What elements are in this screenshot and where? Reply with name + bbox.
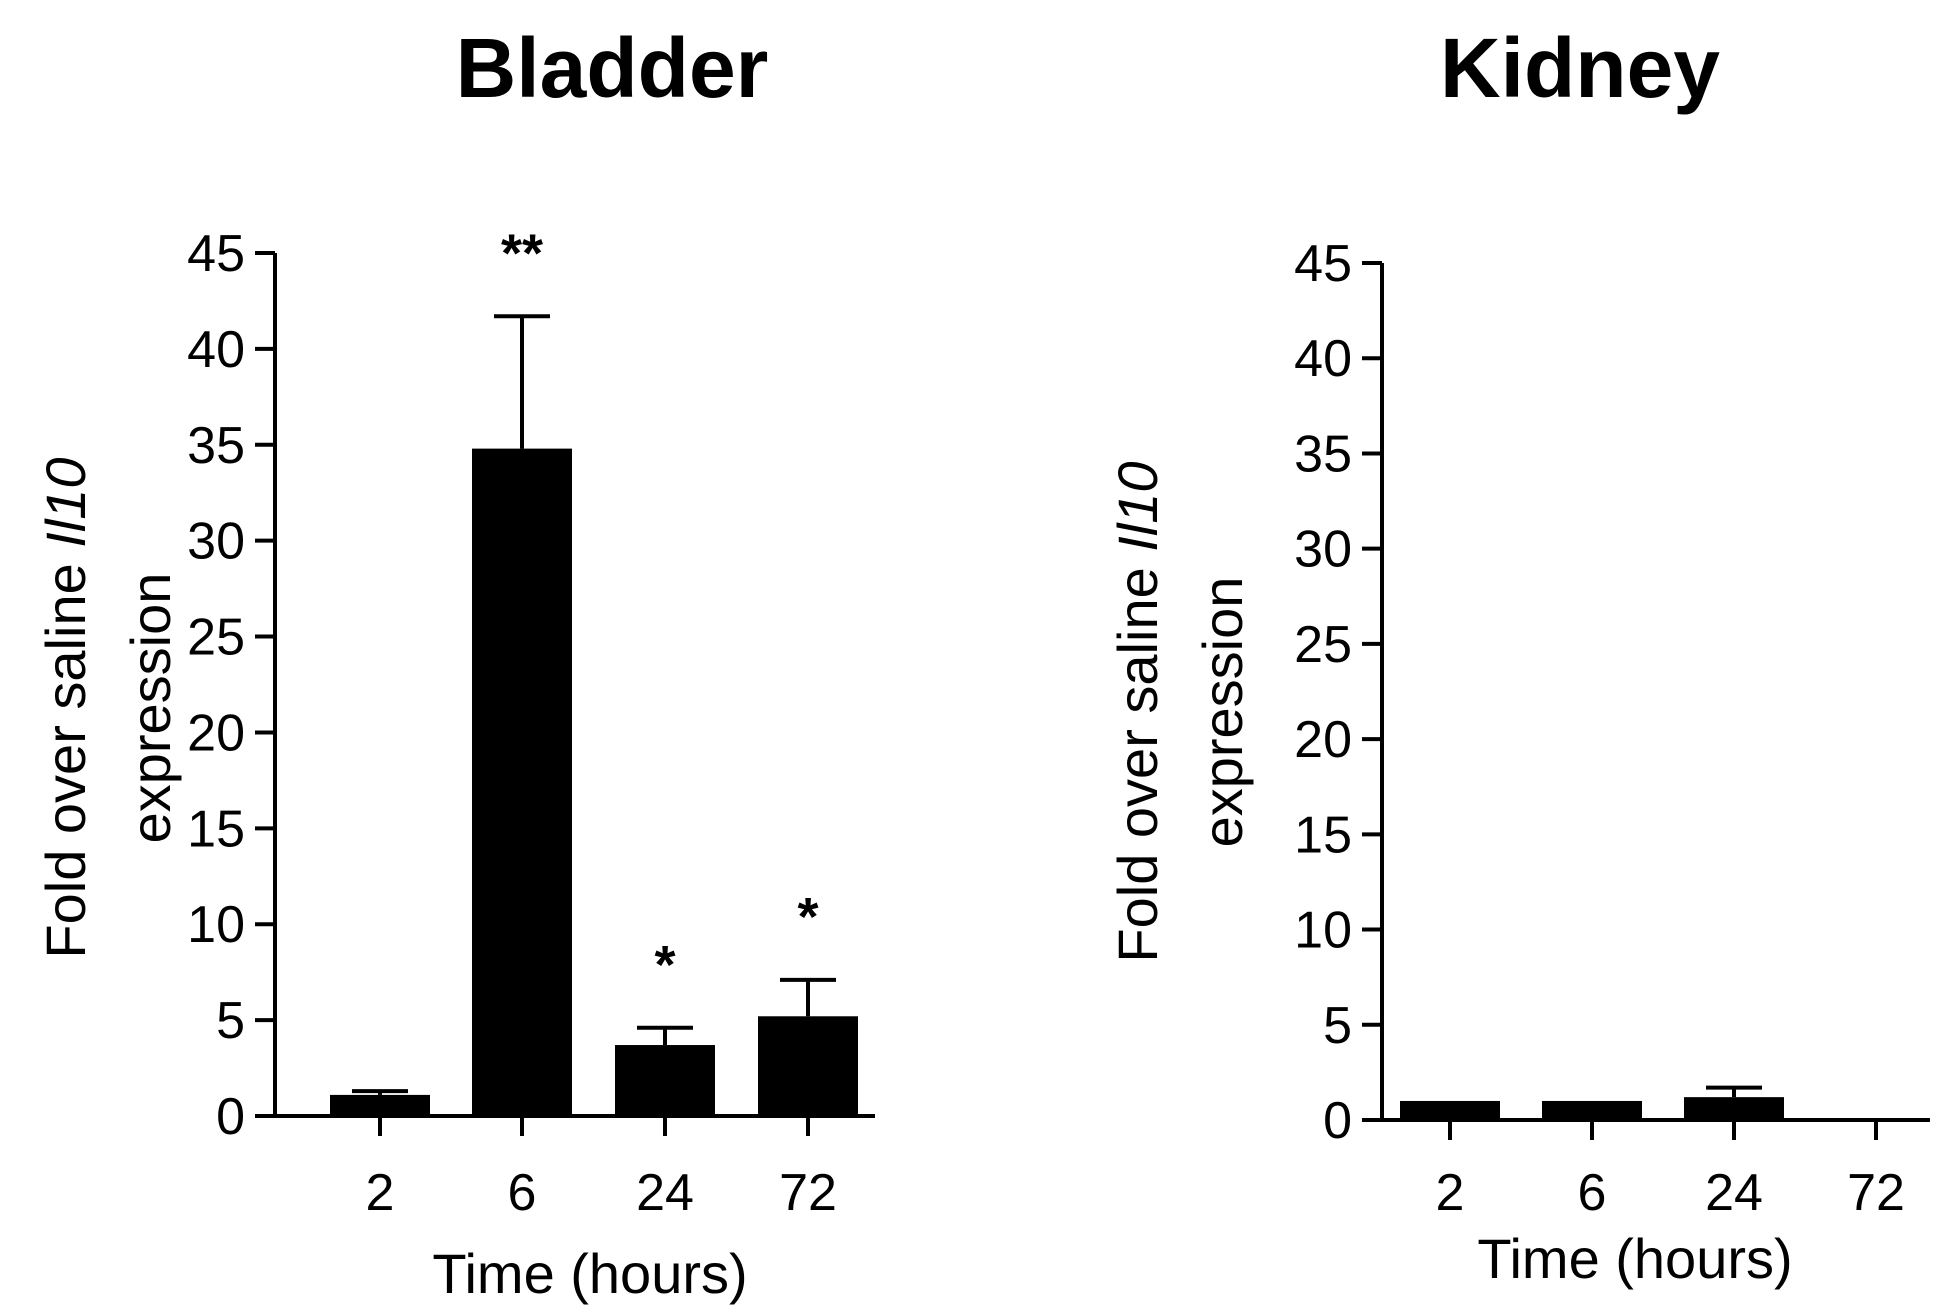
- kidney-x-label: Time (hours): [1477, 1227, 1792, 1290]
- kidney-x-tick-label-2: 2: [1436, 1164, 1465, 1222]
- bladder-y-label-gene: Il10: [34, 457, 97, 547]
- kidney-y-tick-label-5: 25: [1294, 616, 1352, 674]
- kidney-bar-72: [1826, 1118, 1926, 1120]
- kidney-y-tick-label-0: 0: [1323, 1092, 1352, 1150]
- kidney-y-tick-label-8: 40: [1294, 330, 1352, 388]
- bladder-y-tick-label-6: 30: [187, 513, 245, 571]
- bladder-y-label-prefix: Fold over saline: [34, 548, 97, 959]
- bladder-y-label-line2: expression: [119, 573, 182, 844]
- bladder-bar-24: [615, 1045, 715, 1116]
- bladder-y-tick-label-8: 40: [187, 321, 245, 379]
- kidney-y-tick-label-4: 20: [1294, 711, 1352, 769]
- bladder-x-label: Time (hours): [432, 1242, 747, 1305]
- kidney-bar-2: [1400, 1100, 1500, 1120]
- bladder-y-tick-label-2: 10: [187, 896, 245, 954]
- bladder-significance-6: **: [501, 223, 543, 283]
- bladder-y-label-line1: Fold over saline Il10: [34, 457, 97, 958]
- kidney-x-tick-label-24: 24: [1705, 1164, 1763, 1222]
- bladder-y-tick-label-7: 35: [187, 417, 245, 475]
- kidney-y-tick-label-9: 45: [1294, 235, 1352, 293]
- bladder-panel: Bladder Fold over saline Il10 expression…: [34, 21, 875, 1305]
- bladder-x-tick-label-24: 24: [636, 1164, 694, 1222]
- bladder-title: Bladder: [456, 21, 769, 115]
- bladder-y-tick-label-1: 5: [216, 992, 245, 1050]
- bladder-x-tick-label-72: 72: [779, 1164, 837, 1222]
- kidney-y-label-gene: Il10: [1106, 461, 1169, 551]
- bladder-y-tick-label-5: 25: [187, 609, 245, 667]
- kidney-title: Kidney: [1440, 21, 1720, 115]
- bladder-bar-6: [472, 448, 572, 1116]
- bladder-bar-72: [758, 1016, 858, 1116]
- kidney-bar-24: [1684, 1097, 1784, 1120]
- bladder-y-tick-label-4: 20: [187, 704, 245, 762]
- kidney-y-tick-label-7: 35: [1294, 425, 1352, 483]
- bladder-bar-2: [330, 1094, 430, 1116]
- kidney-x-tick-label-6: 6: [1578, 1164, 1607, 1222]
- bladder-x-tick-label-2: 2: [366, 1164, 395, 1222]
- kidney-y-tick-label-6: 30: [1294, 521, 1352, 579]
- bladder-y-tick-label-3: 15: [187, 800, 245, 858]
- kidney-y-tick-label-3: 15: [1294, 806, 1352, 864]
- kidney-x-tick-label-72: 72: [1847, 1164, 1905, 1222]
- bladder-y-tick-label-9: 45: [187, 225, 245, 283]
- kidney-bar-6: [1542, 1100, 1642, 1120]
- kidney-y-tick-label-2: 10: [1294, 902, 1352, 960]
- bladder-y-tick-label-0: 0: [216, 1088, 245, 1146]
- kidney-panel: Kidney Fold over saline Il10 expression …: [1106, 21, 1930, 1290]
- bladder-x-tick-label-6: 6: [508, 1164, 537, 1222]
- kidney-y-label-line1: Fold over saline Il10: [1106, 461, 1169, 962]
- kidney-y-tick-label-1: 5: [1323, 997, 1352, 1055]
- kidney-y-label-prefix: Fold over saline: [1106, 552, 1169, 963]
- bladder-significance-72: *: [797, 887, 818, 947]
- kidney-y-label-line2: expression: [1191, 577, 1254, 848]
- bladder-significance-24: *: [654, 935, 675, 995]
